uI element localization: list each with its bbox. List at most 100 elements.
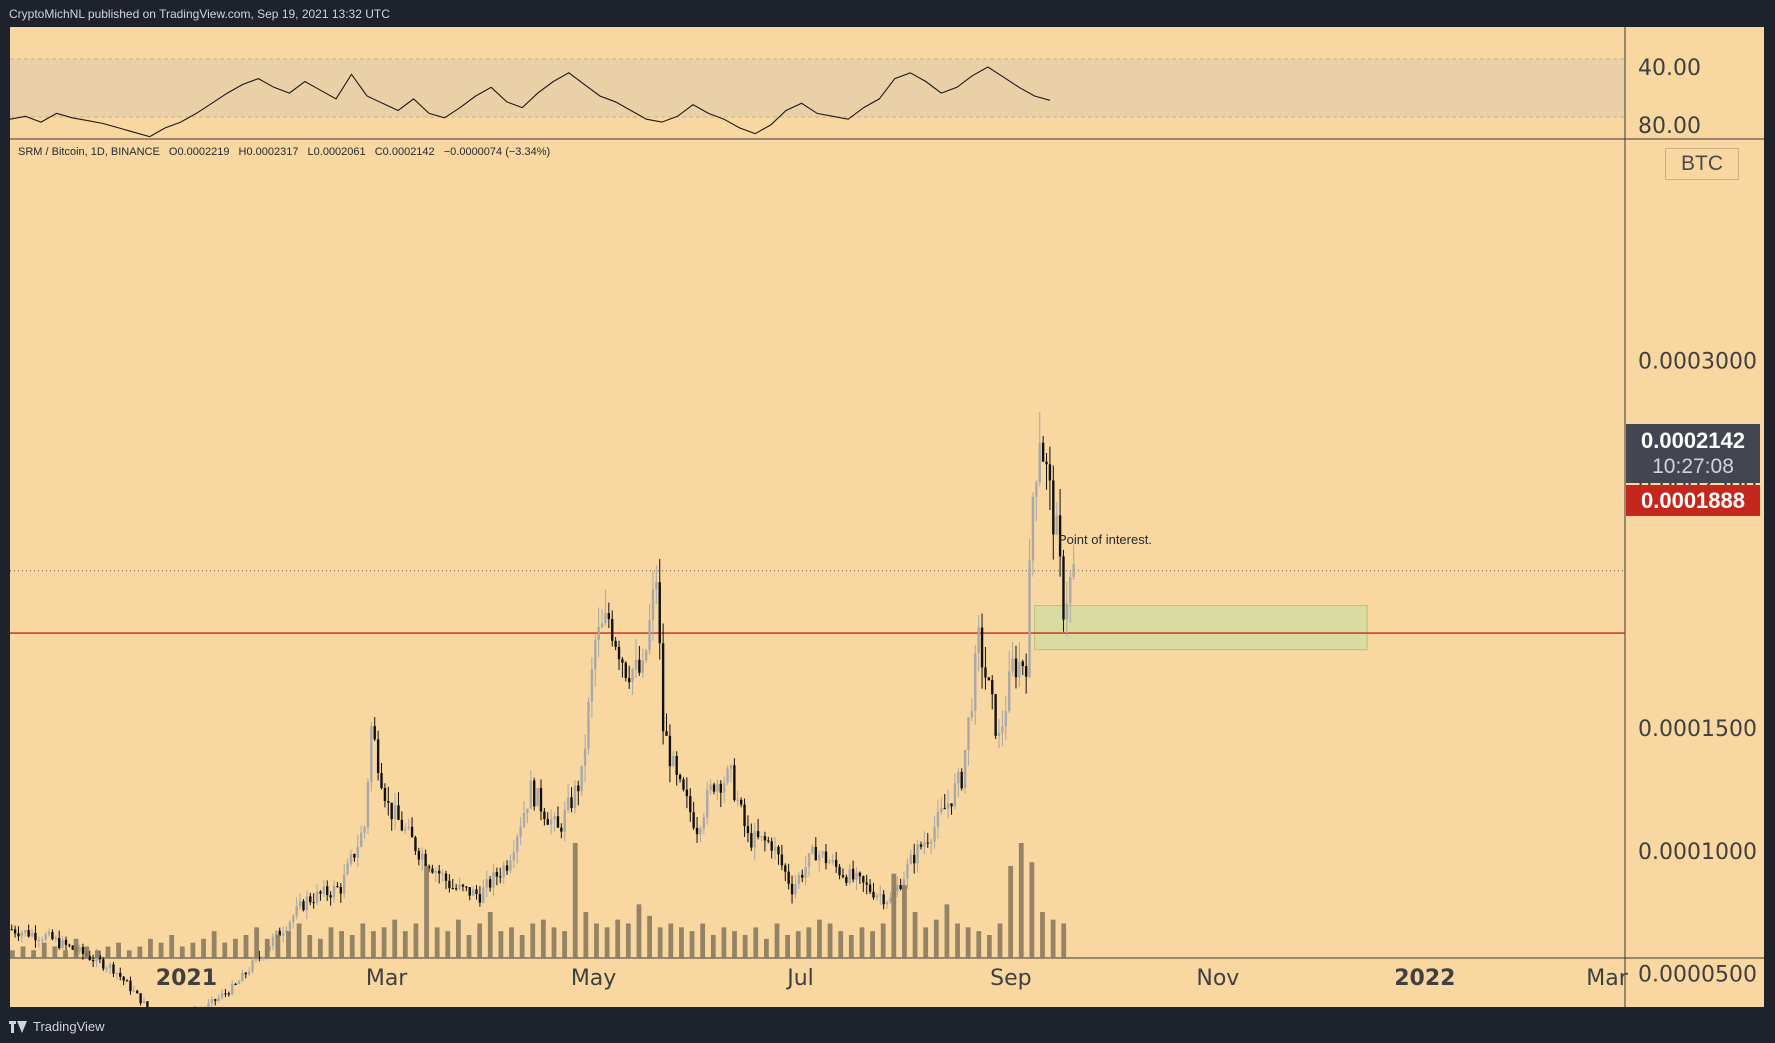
candle-body xyxy=(234,983,237,985)
candle-body xyxy=(661,643,665,732)
candle-body xyxy=(34,932,37,941)
candle-body xyxy=(529,780,532,809)
volume-bar xyxy=(424,866,429,958)
candle-body xyxy=(254,957,258,961)
chart-svg[interactable]: 80.0040.000.00030000.00025000.00015000.0… xyxy=(10,27,1764,1007)
candle-body xyxy=(984,667,987,678)
currency-unit-label[interactable]: BTC xyxy=(1665,148,1739,180)
candle-body xyxy=(319,891,322,894)
time-axis-label: Jul xyxy=(785,966,814,991)
volume-bar xyxy=(806,927,812,958)
candle-body xyxy=(933,826,936,842)
candle-body xyxy=(37,940,41,942)
candle-body xyxy=(641,660,644,673)
volume-bar xyxy=(647,915,652,958)
candle-body xyxy=(801,874,804,878)
candle-body xyxy=(739,799,743,805)
legend-change: −0.0000074 (−3.34%) xyxy=(443,146,551,158)
candle-body xyxy=(872,891,875,898)
candle-body xyxy=(899,885,902,890)
candle-body xyxy=(502,865,505,877)
rsi-axis-tick: 80.00 xyxy=(1638,114,1701,139)
volume-bar xyxy=(891,873,897,958)
candle-body xyxy=(848,868,851,884)
candle-body xyxy=(119,973,122,977)
volume-bar xyxy=(965,927,971,958)
candle-body xyxy=(98,955,102,960)
candle-body xyxy=(963,749,967,789)
candle-body xyxy=(522,812,526,827)
candle-body xyxy=(600,623,604,628)
volume-bar xyxy=(1018,843,1024,958)
candle-body xyxy=(393,805,397,820)
candle-body xyxy=(729,765,733,769)
candle-body xyxy=(343,874,346,894)
volume-bar xyxy=(689,931,695,958)
candle-body xyxy=(146,1001,149,1007)
candle-body xyxy=(851,868,855,880)
candle-body xyxy=(51,932,54,940)
candle-body xyxy=(237,981,241,985)
time-axis-label: 2022 xyxy=(1394,966,1455,991)
volume-bar xyxy=(742,935,748,958)
price-axis-tick: 0.0001500 xyxy=(1638,717,1757,742)
candle-body xyxy=(970,710,974,718)
candle-body xyxy=(424,853,427,866)
point-of-interest-zone[interactable] xyxy=(1034,605,1368,651)
candle-body xyxy=(868,884,872,892)
candle-body xyxy=(326,886,329,896)
candle-body xyxy=(841,875,845,877)
candle-body xyxy=(315,891,319,903)
candle-body xyxy=(790,883,794,895)
candle-body xyxy=(231,983,234,995)
candle-body xyxy=(217,997,220,1001)
candle-body xyxy=(58,937,61,949)
volume-bar xyxy=(827,923,833,958)
candle-body xyxy=(261,957,264,959)
volume-bar xyxy=(445,931,451,958)
volume-bar xyxy=(933,919,939,958)
candle-body xyxy=(1062,556,1065,620)
candle-body xyxy=(577,785,580,792)
candle-body xyxy=(278,930,281,936)
chart-canvas[interactable]: 80.0040.000.00030000.00025000.00015000.0… xyxy=(10,27,1764,1007)
candle-body xyxy=(797,874,801,884)
candle-body xyxy=(81,946,85,954)
volume-bar xyxy=(339,931,344,958)
candle-body xyxy=(512,852,516,861)
tradingview-logo[interactable]: TradingView xyxy=(9,1019,105,1034)
candle-body xyxy=(400,819,404,831)
candle-body xyxy=(244,972,247,975)
candle-body xyxy=(1038,442,1041,483)
candle-body xyxy=(587,701,590,749)
candle-body xyxy=(566,797,570,810)
candle-body xyxy=(828,862,831,864)
candle-body xyxy=(44,934,47,940)
candle-body xyxy=(706,790,709,818)
candle-body xyxy=(339,886,342,894)
candle-body xyxy=(475,889,478,895)
candle-body xyxy=(967,717,970,750)
candle-body xyxy=(241,972,244,982)
volume-bar xyxy=(997,923,1003,958)
candle-body xyxy=(61,939,64,949)
candle-body xyxy=(492,871,495,888)
candle-body xyxy=(906,864,909,879)
candle-body xyxy=(953,783,957,807)
candle-body xyxy=(543,811,546,820)
candle-body xyxy=(356,846,359,858)
candle-body xyxy=(407,826,410,829)
volume-bar xyxy=(625,923,631,958)
time-axis-label: Mar xyxy=(1586,966,1628,991)
candle-body xyxy=(71,945,74,950)
candle-body xyxy=(539,788,543,812)
candle-body xyxy=(448,880,451,889)
candle-body xyxy=(210,999,214,1004)
candle-body xyxy=(536,788,539,807)
volume-bar xyxy=(126,950,132,958)
volume-bar xyxy=(243,935,249,958)
volume-bar xyxy=(572,843,578,958)
candle-body xyxy=(129,980,132,992)
volume-bar xyxy=(296,923,302,958)
candle-body xyxy=(533,780,536,807)
